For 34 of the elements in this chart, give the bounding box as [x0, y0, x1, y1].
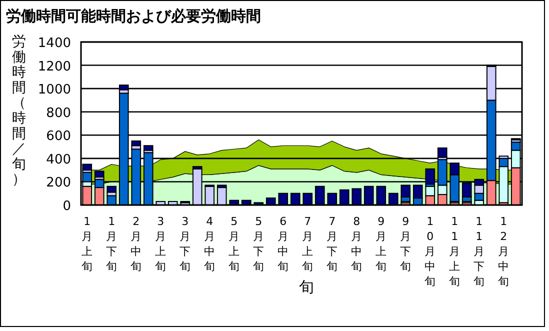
- y-tick-label: 600: [46, 129, 71, 144]
- bar: [131, 140, 142, 146]
- x-tick-label: 5月下旬: [253, 215, 264, 273]
- x-axis-title: 旬: [299, 278, 314, 296]
- x-tick-label: 10月中旬: [424, 215, 436, 288]
- x-tick-label: 3月上旬: [155, 215, 166, 273]
- y-tick-label: 1200: [38, 59, 71, 74]
- x-tick-label: 1月上旬: [82, 215, 93, 273]
- x-tick-label: 7月上旬: [302, 215, 314, 273]
- x-tick-label: 12月中旬: [498, 215, 510, 288]
- y-tick-label: 200: [46, 176, 71, 191]
- y-tick-label: 400: [46, 152, 71, 168]
- x-tick-label: 1月下旬: [106, 215, 118, 273]
- x-tick-label: 11月下旬: [474, 215, 485, 288]
- y-tick-label: 800: [46, 106, 71, 121]
- x-tick-label: 6月中旬: [278, 215, 289, 273]
- x-tick-label: 9月上旬: [376, 215, 387, 273]
- y-tick-label: 1400: [38, 36, 71, 51]
- x-tick-label: 2月中旬: [130, 215, 142, 273]
- chart-title: 労働時間可能時間および必要労働時間: [6, 7, 261, 25]
- x-tick-label: 5月上旬: [228, 215, 240, 273]
- x-tick-label: 8月中旬: [351, 215, 362, 273]
- x-tick-label: 11月上旬: [449, 215, 460, 288]
- y-tick-label: 0: [62, 199, 71, 214]
- text: 労働時間（時間／旬）: [12, 34, 26, 188]
- y-tick-label: 1000: [38, 82, 71, 98]
- bar: [143, 145, 154, 151]
- bar: [94, 170, 104, 178]
- bar: [106, 186, 117, 193]
- x-tick-label: 4月中旬: [204, 215, 216, 273]
- x-tick-label: 3月下旬: [180, 215, 191, 273]
- bar: [437, 147, 448, 158]
- x-tick-label: 7月下旬: [326, 215, 338, 273]
- x-tick-label: 9月下旬: [400, 215, 412, 273]
